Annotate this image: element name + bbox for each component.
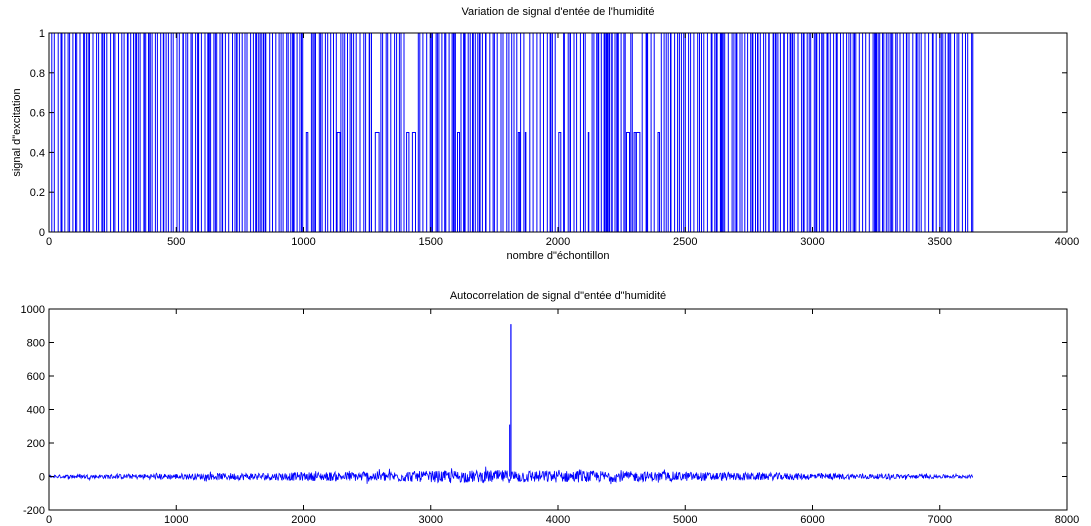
y-tick-label: 800 <box>27 338 45 350</box>
y-tick-label: 0.6 <box>30 108 45 120</box>
autocorrelation-line <box>48 324 974 485</box>
input-signal-ticks: 0 500 1000 1500 2000 2500 3000 3500 4000 0 0.2 0.4 0… <box>30 28 1080 248</box>
x-tick-label: 4000 <box>546 514 570 526</box>
autocorrelation-plot: Autocorrelation de signal d"entée d"humi… <box>21 290 1080 526</box>
autocorrelation-axes-box <box>48 308 1068 511</box>
x-tick-label: 8000 <box>1055 514 1079 526</box>
x-tick-label: 3000 <box>800 236 824 248</box>
y-tick-label: 400 <box>27 405 45 417</box>
y-tick-label: 0.4 <box>30 147 45 159</box>
x-tick-label: 500 <box>167 236 185 248</box>
x-tick-label: 6000 <box>800 514 824 526</box>
x-tick-label: 2000 <box>291 514 315 526</box>
y-tick-label: 0.2 <box>30 187 45 199</box>
autocorrelation-ticks: 0 1000 2000 3000 4000 5000 6000 7000 8000-200020… <box>21 304 1080 526</box>
x-tick-label: 3500 <box>928 236 952 248</box>
input-signal-line <box>48 32 974 233</box>
x-tick-label: 2000 <box>546 236 570 248</box>
x-tick-label: 7000 <box>928 514 952 526</box>
x-tick-label: 1000 <box>164 514 188 526</box>
x-tick-label: 2500 <box>673 236 697 248</box>
y-tick-label: 0 <box>39 472 45 484</box>
input-signal-series <box>48 32 974 233</box>
y-tick-label: 0 <box>39 227 45 239</box>
x-tick-label: 5000 <box>673 514 697 526</box>
y-tick-label: 600 <box>27 371 45 383</box>
x-tick-label: 3000 <box>419 514 443 526</box>
input-signal-plot: Variation de signal d'entée de l'humidit… <box>11 6 1079 262</box>
x-tick-label: 4000 <box>1055 236 1079 248</box>
y-tick-label: 1 <box>39 28 45 40</box>
plot-title-autocorrelation: Autocorrelation de signal d"entée d"humi… <box>450 290 666 302</box>
x-tick-label: 1000 <box>291 236 315 248</box>
x-tick-label: 1500 <box>419 236 443 248</box>
autocorrelation-series <box>48 466 974 485</box>
y-tick-label: 0.8 <box>30 68 45 80</box>
plot-title-input-signal: Variation de signal d'entée de l'humidit… <box>462 6 655 18</box>
x-axis-label-input-signal: nombre d"échontillon <box>507 250 610 262</box>
y-tick-label: 200 <box>27 438 45 450</box>
y-tick-label: -200 <box>23 505 45 517</box>
y-axis-label-input-signal: signal d"excitation <box>11 88 23 176</box>
y-tick-label: 1000 <box>21 304 45 316</box>
x-tick-label: 0 <box>46 514 52 526</box>
x-tick-label: 0 <box>46 236 52 248</box>
